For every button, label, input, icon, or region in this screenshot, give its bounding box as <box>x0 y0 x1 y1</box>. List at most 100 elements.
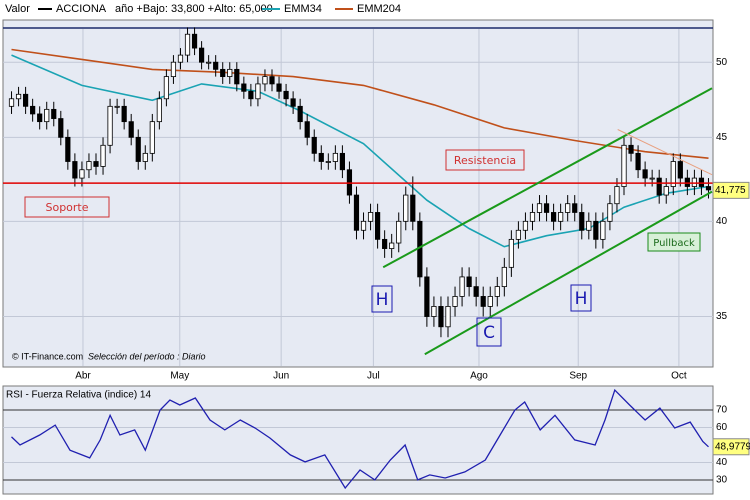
y-tick-label: 45 <box>716 132 728 143</box>
y-tick-label: 40 <box>716 216 728 227</box>
candle-body <box>213 61 219 70</box>
candle-body <box>677 161 683 179</box>
candle-body <box>234 68 240 85</box>
candle-body <box>579 212 585 231</box>
candle-body <box>684 177 690 187</box>
candle-body <box>558 212 564 222</box>
candle-body <box>220 68 226 78</box>
x-tick-label: Jul <box>367 371 380 382</box>
candle-body <box>536 203 543 213</box>
candle-body <box>107 105 113 146</box>
candle-body <box>149 121 155 154</box>
candle-body <box>410 194 416 222</box>
candle-body <box>269 76 275 85</box>
period: Selección del período : Diario <box>88 351 206 361</box>
candle-body <box>691 177 698 187</box>
candle-body <box>191 33 198 49</box>
y-tick-label: 30 <box>716 475 728 486</box>
candle-body <box>58 118 64 138</box>
x-tick-label: Oct <box>671 371 687 382</box>
candle-body <box>452 296 458 307</box>
y-tick-label: 40 <box>716 457 728 468</box>
candle-body <box>318 152 324 162</box>
y-tick-label: 70 <box>716 405 728 416</box>
candle-body <box>367 212 374 222</box>
candle-body <box>262 76 268 85</box>
price-panel <box>2 19 714 368</box>
candle-body <box>389 242 395 249</box>
candle-body <box>353 194 360 231</box>
candle-body <box>600 220 606 240</box>
annotation-box <box>647 232 701 252</box>
annotation: Soporte <box>45 201 88 214</box>
candle-body <box>445 306 451 328</box>
candle-body <box>184 33 191 56</box>
candle-body <box>135 136 141 162</box>
candle-body <box>522 220 529 231</box>
source: © IT-Finance.com <box>12 351 83 361</box>
candle-body <box>473 286 479 297</box>
candle-body <box>614 186 620 205</box>
candle-body <box>51 108 57 119</box>
candle-body <box>607 203 613 222</box>
candle-body <box>374 212 381 240</box>
candle-body <box>15 93 22 100</box>
candle-body <box>290 98 296 107</box>
candle-body <box>438 306 444 328</box>
candle-body <box>480 296 486 307</box>
candle-body <box>22 93 29 107</box>
candle-body <box>72 161 78 179</box>
annotation: Resistencia <box>454 154 516 167</box>
candle-body <box>431 306 437 317</box>
header-label: Valor <box>5 3 30 15</box>
last-value-label: 48,9779 <box>715 441 750 452</box>
candle-body <box>128 121 134 138</box>
candle-body <box>656 177 662 196</box>
annotation: Pullback <box>653 238 695 249</box>
candle-body <box>44 108 50 123</box>
candle-body <box>663 186 669 196</box>
y-tick-label: 50 <box>716 57 728 68</box>
last-value-label: 41,775 <box>715 185 746 196</box>
candle-body <box>37 113 43 123</box>
annotation-box <box>24 196 110 218</box>
candle-body <box>241 83 247 92</box>
candle-body <box>339 152 346 171</box>
candle-body <box>670 161 676 187</box>
annotation-box <box>570 284 592 312</box>
annotation: H <box>376 290 389 310</box>
candle-body <box>360 220 367 231</box>
candle-body <box>114 105 120 108</box>
candle-body <box>642 169 648 179</box>
annotation-box <box>371 285 393 313</box>
rsi-line <box>11 388 709 490</box>
candle-body <box>311 136 317 154</box>
candle-body <box>508 238 514 268</box>
moving-average <box>11 48 709 159</box>
candle-body <box>276 83 282 92</box>
candle-body <box>494 286 500 297</box>
candle-body <box>170 61 177 78</box>
legend-label: EMM204 <box>357 3 401 15</box>
candle-body <box>142 152 148 162</box>
candle-body <box>283 90 289 100</box>
candle-body <box>8 98 15 107</box>
x-tick-label: Ago <box>470 371 488 382</box>
candle-body <box>424 276 430 317</box>
candle-body <box>586 220 592 231</box>
candle-body <box>403 194 409 222</box>
last-value-tag <box>712 181 750 199</box>
x-tick-label: Abr <box>75 371 91 382</box>
rsi-title: RSI - Fuerza Relativa (indice) 14 <box>6 390 151 401</box>
trend-line <box>617 129 713 176</box>
candle-body <box>628 144 634 154</box>
candle-body <box>332 152 338 162</box>
candle-body <box>565 203 571 213</box>
trend-line <box>424 190 713 356</box>
x-tick-label: Jun <box>273 371 289 382</box>
candle-body <box>30 105 36 115</box>
candle-body <box>705 186 712 191</box>
annotation: C <box>483 323 495 343</box>
candle-body <box>93 161 99 167</box>
